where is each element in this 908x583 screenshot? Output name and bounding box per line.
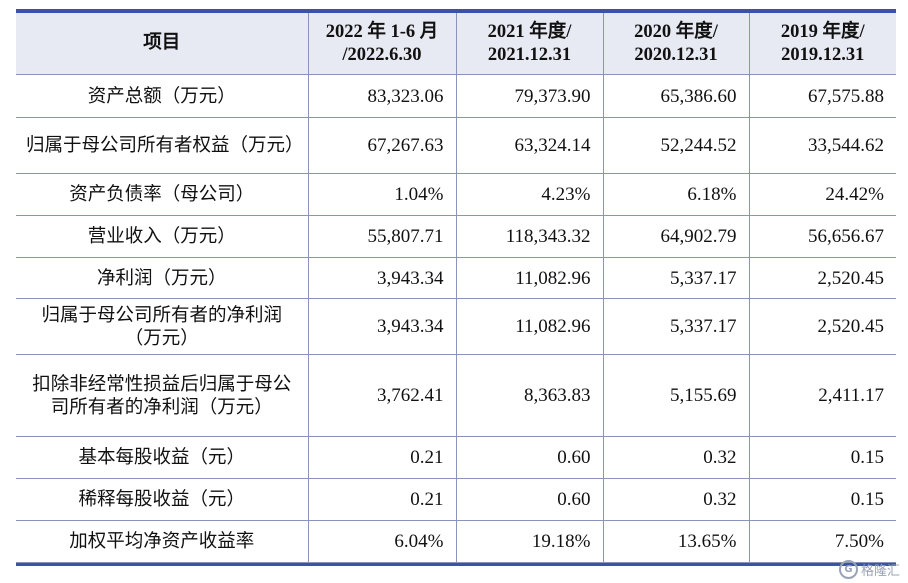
table-cell: 63,324.14: [455, 117, 603, 174]
table-cell: 67,575.88: [748, 74, 896, 118]
table-cell: 0.32: [602, 436, 749, 479]
row-label: 基本每股收益（元）: [16, 436, 308, 479]
table-cell: 3,943.34: [307, 257, 456, 299]
table-cell: 2,411.17: [748, 354, 896, 437]
table-cell: 67,267.63: [307, 117, 456, 174]
row-label: 稀释每股收益（元）: [16, 478, 308, 521]
header-period-line2: 2020.12.31: [634, 44, 718, 65]
header-period-line2: 2019.12.31: [781, 44, 865, 65]
table-cell: 5,337.17: [602, 257, 749, 299]
table-cell: 0.60: [455, 478, 603, 521]
table-cell: 0.21: [307, 436, 456, 479]
table-cell: 8,363.83: [455, 354, 603, 437]
table-row: 营业收入（万元） 55,807.71 118,343.32 64,902.79 …: [16, 215, 896, 258]
table-cell: 118,343.32: [455, 215, 603, 258]
gelonghui-logo-icon: G: [838, 560, 858, 579]
table-cell: 2,520.45: [748, 257, 896, 299]
table-cell: 33,544.62: [748, 117, 896, 174]
table-cell: 5,155.69: [602, 354, 749, 437]
table-row: 资产总额（万元） 83,323.06 79,373.90 65,386.60 6…: [16, 74, 896, 118]
top-rule: [16, 9, 896, 13]
table-cell: 0.21: [307, 478, 456, 521]
table-cell: 52,244.52: [602, 117, 749, 174]
table-cell: 11,082.96: [455, 257, 603, 299]
watermark: G 格隆汇: [838, 560, 900, 579]
header-period: 2020 年度/ 2020.12.31: [602, 13, 749, 75]
table-cell: 7.50%: [748, 520, 896, 563]
table-cell: 79,373.90: [455, 74, 603, 118]
table-cell: 83,323.06: [307, 74, 456, 118]
header-period-line2: 2021.12.31: [487, 44, 572, 65]
table-row: 归属于母公司所有者权益（万元） 67,267.63 63,324.14 52,2…: [16, 117, 896, 174]
table-cell: 64,902.79: [602, 215, 749, 258]
table-row: 稀释每股收益（元） 0.21 0.60 0.32 0.15: [16, 478, 896, 521]
table-cell: 0.15: [748, 436, 896, 479]
financial-summary: 项目 2022 年 1-6 月 /2022.6.30 2021 年度/ 2021…: [16, 0, 896, 566]
row-label: 加权平均净资产收益率: [16, 520, 308, 563]
header-period-line1: 2019 年度/: [780, 21, 865, 42]
table-cell: 0.32: [602, 478, 749, 521]
table-cell: 3,762.41: [307, 354, 456, 437]
row-label: 资产总额（万元）: [16, 74, 308, 118]
table-cell: 13.65%: [602, 520, 749, 563]
table-cell: 65,386.60: [602, 74, 749, 118]
header-period: 2019 年度/ 2019.12.31: [748, 13, 896, 75]
table-cell: 0.15: [748, 478, 896, 521]
header-period-line1: 2022 年 1-6 月: [325, 21, 439, 42]
row-label: 扣除非经常性损益后归属于母公司所有者的净利润（万元）: [16, 354, 308, 437]
table-cell: 11,082.96: [455, 298, 603, 355]
row-label: 净利润（万元）: [16, 257, 308, 299]
row-label: 归属于母公司所有者的净利润（万元）: [16, 298, 308, 355]
table-cell: 6.04%: [307, 520, 456, 563]
table-cell: 55,807.71: [307, 215, 456, 258]
table-row: 扣除非经常性损益后归属于母公司所有者的净利润（万元） 3,762.41 8,36…: [16, 354, 896, 437]
row-label: 资产负债率（母公司）: [16, 173, 308, 216]
row-label: 营业收入（万元）: [16, 215, 308, 258]
table-row: 基本每股收益（元） 0.21 0.60 0.32 0.15: [16, 436, 896, 479]
table-cell: 24.42%: [748, 173, 896, 216]
header-period-line1: 2020 年度/: [634, 21, 718, 42]
bottom-rule: [16, 563, 896, 566]
header-row: 项目 2022 年 1-6 月 /2022.6.30 2021 年度/ 2021…: [16, 13, 896, 75]
table-cell: 2,520.45: [748, 298, 896, 355]
table-cell: 3,943.34: [307, 298, 456, 355]
header-period-line1: 2021 年度/: [487, 21, 572, 42]
table-cell: 56,656.67: [748, 215, 896, 258]
row-label: 归属于母公司所有者权益（万元）: [16, 117, 308, 174]
table-cell: 6.18%: [602, 173, 749, 216]
header-period: 2021 年度/ 2021.12.31: [455, 13, 603, 75]
table-cell: 4.23%: [455, 173, 603, 216]
table-cell: 0.60: [455, 436, 603, 479]
table-cell: 19.18%: [455, 520, 603, 563]
table-row: 归属于母公司所有者的净利润（万元） 3,943.34 11,082.96 5,3…: [16, 298, 896, 355]
table-row: 资产负债率（母公司） 1.04% 4.23% 6.18% 24.42%: [16, 173, 896, 216]
header-item: 项目: [16, 13, 308, 75]
watermark-text: 格隆汇: [860, 564, 900, 579]
table-row: 加权平均净资产收益率 6.04% 19.18% 13.65% 7.50%: [16, 520, 896, 563]
table-cell: 5,337.17: [602, 298, 749, 355]
header-period: 2022 年 1-6 月 /2022.6.30: [307, 13, 456, 75]
table-row: 净利润（万元） 3,943.34 11,082.96 5,337.17 2,52…: [16, 257, 896, 299]
table-cell: 1.04%: [307, 173, 456, 216]
header-period-line2: /2022.6.30: [342, 44, 422, 65]
financial-table: 项目 2022 年 1-6 月 /2022.6.30 2021 年度/ 2021…: [16, 13, 896, 563]
